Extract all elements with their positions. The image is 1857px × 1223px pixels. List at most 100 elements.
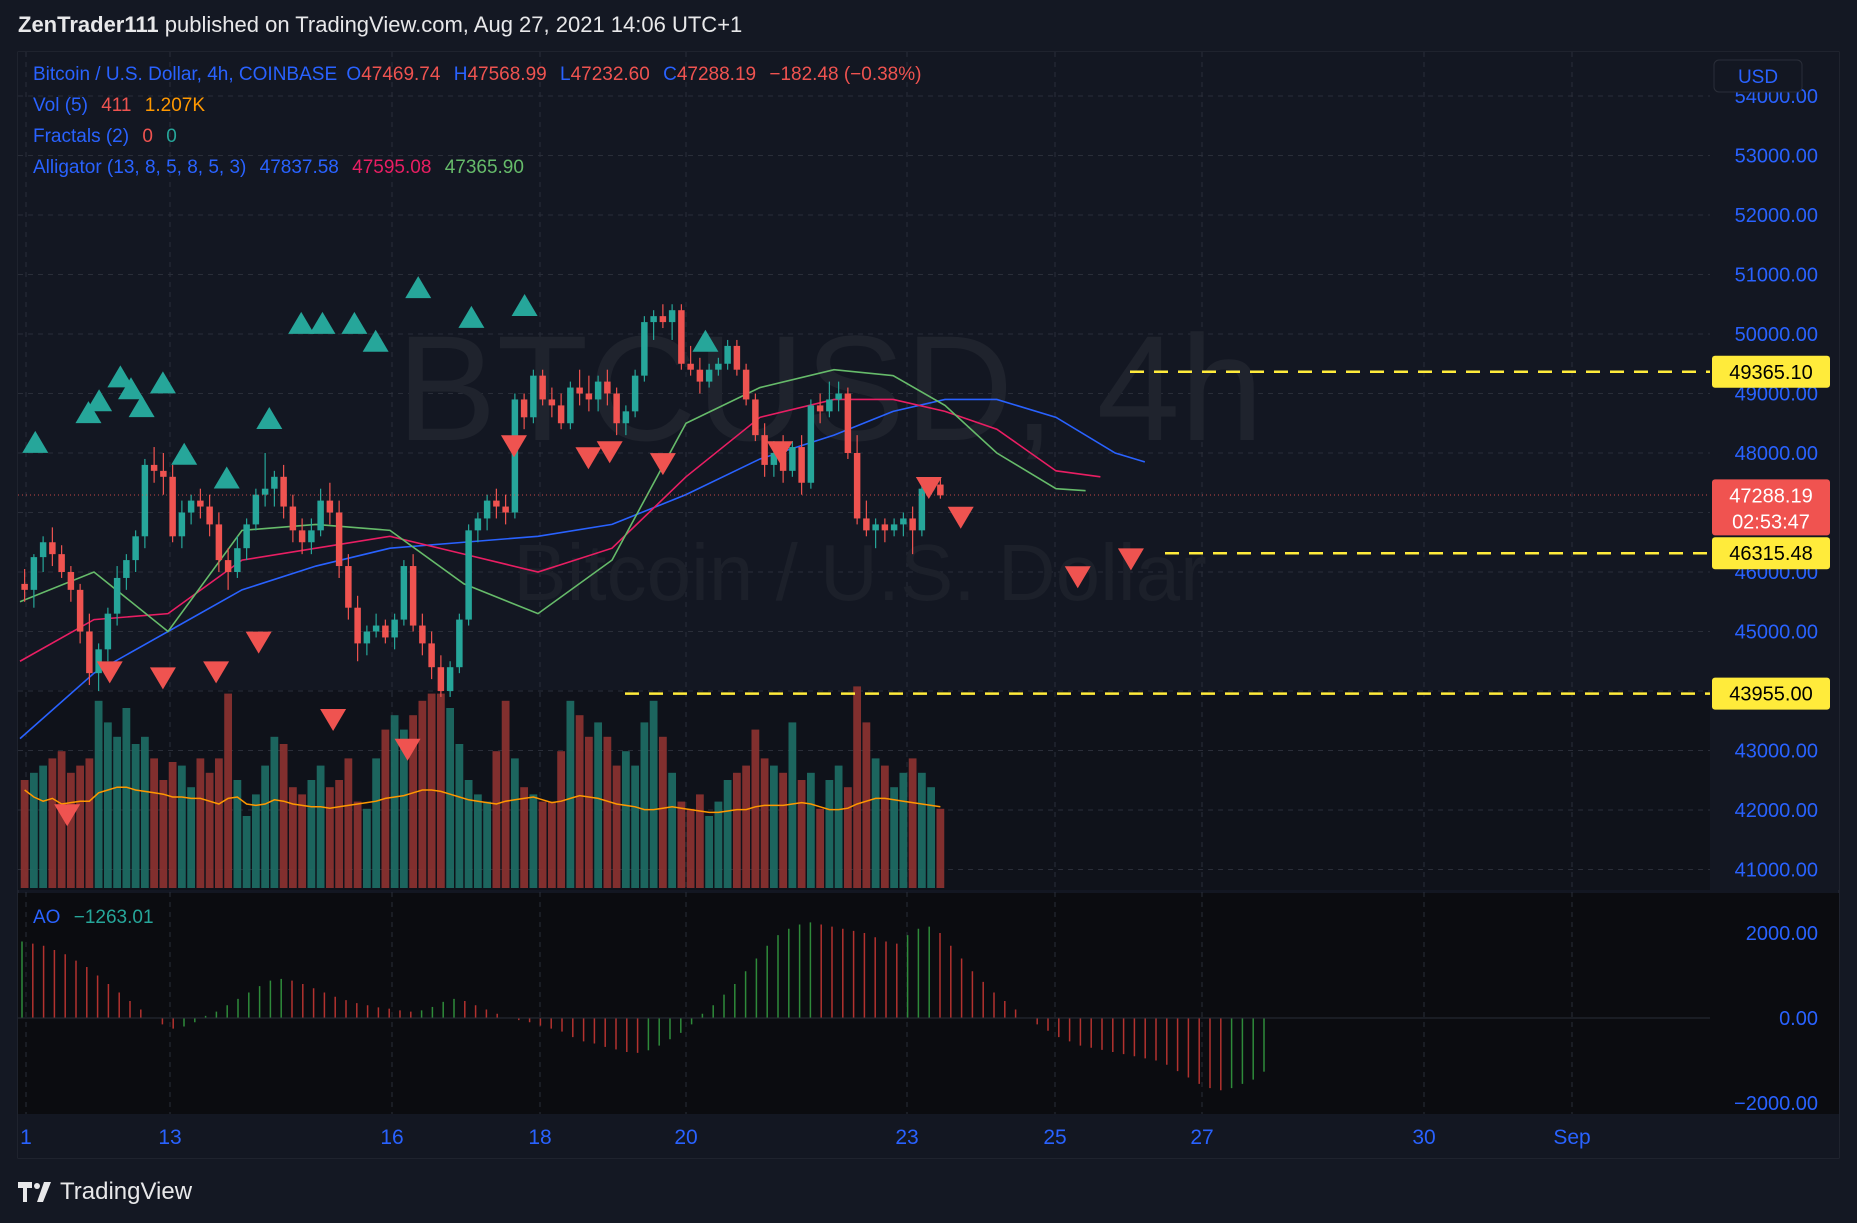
candle-body — [567, 387, 574, 424]
price-tick-label: 52000.00 — [1735, 205, 1818, 227]
fractal-down-marker — [1117, 548, 1144, 571]
volume-bar — [29, 772, 38, 888]
level-price-tag-text: 46315.48 — [1729, 543, 1812, 565]
volume-bar — [492, 751, 501, 888]
candle-body — [187, 500, 195, 513]
time-tick-label: 30 — [1412, 1126, 1435, 1149]
ao-tick-label: −2000.00 — [1734, 1093, 1818, 1115]
fractal-up-marker — [149, 371, 176, 394]
brand-name: TradingView — [60, 1178, 193, 1205]
level-price-tag-text: 43955.00 — [1729, 684, 1812, 706]
volume-bar — [113, 736, 122, 888]
currency-button[interactable] — [1713, 59, 1803, 93]
volume-bar — [20, 780, 29, 888]
fractal-up-marker — [75, 401, 102, 424]
candle-body — [687, 363, 694, 370]
ao-tick-label: 0.00 — [1779, 1008, 1818, 1030]
volume-bar — [816, 808, 825, 888]
volume-bar — [57, 751, 66, 888]
candle-body — [456, 619, 463, 668]
volume-bar — [732, 772, 741, 888]
volume-legend[interactable]: Vol (5) 411 1.207K — [33, 95, 213, 117]
volume-bar — [103, 722, 112, 888]
candles[interactable] — [21, 304, 944, 697]
volume-label[interactable]: Vol (5) — [33, 95, 88, 116]
alligator-label[interactable]: Alligator (13, 8, 5, 8, 5, 3) — [33, 157, 247, 178]
alligator-legend[interactable]: Alligator (13, 8, 5, 8, 5, 3) 47837.58 4… — [33, 157, 532, 179]
candle-body — [918, 488, 926, 531]
time-tick-label: 13 — [158, 1126, 181, 1149]
candle-body — [335, 512, 343, 567]
volume-bar — [566, 700, 575, 888]
candle-body — [493, 500, 500, 507]
fractal-up-marker — [405, 276, 432, 299]
volume-bar — [251, 794, 260, 888]
candle-body — [67, 572, 75, 590]
volume-value: 411 — [101, 95, 132, 116]
symbol-title[interactable]: Bitcoin / U.S. Dollar, 4h, COINBASE — [33, 64, 338, 85]
volume-bar — [538, 801, 547, 888]
ao-histogram — [18, 922, 1710, 1091]
high-value: 47568.99 — [467, 64, 547, 85]
last-price-tag-countdown: 02:53:47 — [1732, 511, 1810, 533]
candle-body — [770, 453, 778, 465]
price-tick-label: 51000.00 — [1735, 265, 1818, 287]
volume-bar — [261, 765, 270, 888]
author-name[interactable]: ZenTrader111 — [18, 12, 159, 37]
volume-bar — [131, 744, 140, 888]
low-value: 47232.60 — [570, 64, 650, 85]
candle-body — [668, 310, 676, 323]
volume-bar — [742, 765, 751, 888]
candle-body — [613, 393, 620, 424]
candle-body — [234, 548, 241, 572]
volume-bar — [705, 816, 714, 888]
volume-bar — [233, 780, 242, 888]
volume-bars — [20, 686, 945, 888]
volume-bar — [372, 758, 381, 888]
volume-bar — [547, 801, 556, 888]
candle-body — [86, 631, 93, 674]
candle-body — [354, 607, 361, 644]
candle-body — [724, 345, 731, 364]
candle-body — [243, 524, 250, 549]
volume-bar — [242, 816, 251, 888]
volume-bar — [464, 780, 473, 888]
ao-tick-label: 2000.00 — [1746, 923, 1818, 945]
candle-body — [252, 494, 260, 525]
ao-label[interactable]: AO — [33, 907, 61, 928]
price-axis[interactable]: 54000.0053000.0052000.0051000.0050000.00… — [1710, 52, 1839, 890]
time-axis[interactable]: 1 13 16 18 20 23 25 27 30 Sep — [18, 1114, 1839, 1158]
tradingview-logo[interactable]: TradingView — [18, 1178, 192, 1206]
time-tick-label: Sep — [1553, 1126, 1590, 1149]
level-price-tag-text: 49365.10 — [1729, 362, 1812, 384]
symbol-legend[interactable]: Bitcoin / U.S. Dollar, 4h, COINBASE O474… — [33, 64, 929, 86]
volume-bar — [214, 758, 223, 888]
volume-bar — [871, 758, 880, 888]
volume-bar — [927, 787, 936, 888]
ao-axis[interactable]: 2000.00 0.00 −2000.00 — [1710, 893, 1839, 1115]
volume-bar — [224, 693, 233, 888]
volume-ma — [24, 786, 941, 814]
fractals-legend[interactable]: Fractals (2) 0 0 — [33, 126, 185, 148]
candle-body — [807, 405, 815, 483]
volume-bar — [899, 772, 908, 888]
fractal-up-marker — [107, 365, 134, 388]
watermark-ticker: BTCUSD, 4h — [397, 304, 1264, 472]
volume-bar — [279, 744, 288, 888]
fractal-down-marker — [500, 435, 527, 458]
volume-bar — [205, 772, 214, 888]
candle-body — [585, 393, 593, 400]
fractal-up-marker — [309, 311, 336, 334]
price-tick-label: 50000.00 — [1735, 324, 1818, 346]
time-tick-label: 27 — [1190, 1126, 1213, 1149]
ao-legend[interactable]: AO −1263.01 — [33, 907, 162, 929]
candle-body — [345, 566, 352, 608]
candle-body — [789, 447, 796, 471]
fractals-label[interactable]: Fractals (2) — [33, 126, 130, 147]
horizontal-levels[interactable] — [625, 370, 1710, 695]
high-label: H — [453, 64, 468, 85]
last-price-tag — [1712, 479, 1830, 536]
fractals-down-value: 0 — [166, 126, 177, 147]
candle-body — [113, 577, 121, 614]
